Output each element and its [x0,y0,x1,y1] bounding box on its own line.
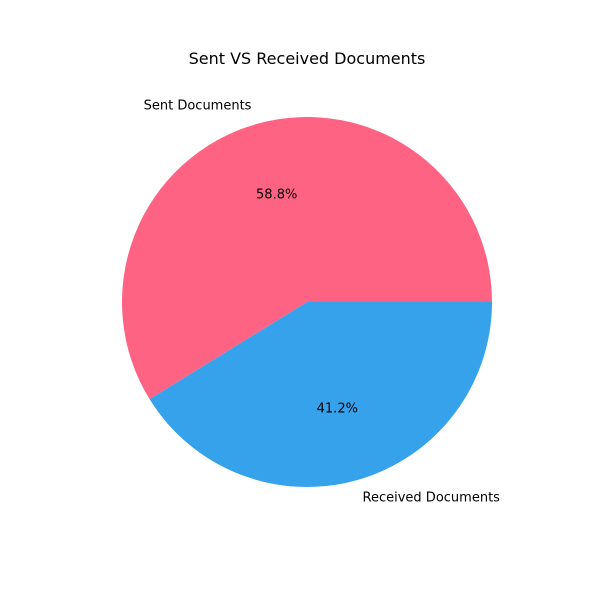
pie-slice-sent-documents [121,117,492,400]
pie-slice-received-documents [149,302,493,488]
pie-labels: Sent Documents 58.8% Received Documents 41.… [144,99,501,506]
pie-slices [121,117,493,488]
category-label: Sent Documents [144,99,252,114]
chart-title: Sent VS Received Documents [189,49,426,68]
percent-label: 58.8% [256,188,297,203]
category-label: Received Documents [363,490,501,505]
percent-label: 41.2% [317,401,358,416]
